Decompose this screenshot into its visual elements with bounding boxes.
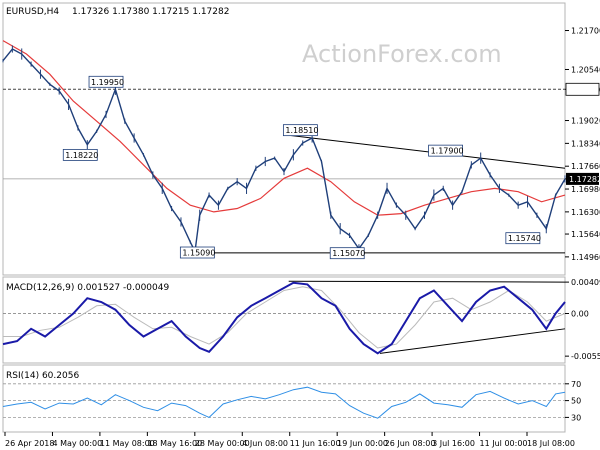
price-trendline [288, 134, 566, 169]
moving-average-line [2, 40, 566, 216]
price-annotation-box [329, 247, 365, 260]
price-annotation-box [88, 75, 124, 88]
rsi-y-tick-label: 30 [571, 413, 581, 422]
x-tick-label: 4 May 00:00 [52, 439, 102, 448]
resistance-level-marker [565, 82, 600, 96]
price-y-tick-label: 1.14960 [571, 253, 600, 262]
price-annotation-box [505, 232, 541, 245]
macd-y-tick-label: -0.005566 [571, 352, 600, 361]
chart-header-symbol: EURUSD,H4 [6, 7, 59, 17]
price-annotation-box [282, 124, 318, 137]
rsi-label: RSI(14) 60.2056 [6, 371, 79, 381]
macd-signal-line [3, 286, 566, 349]
x-tick-label: 18 Jul 08:00 [527, 439, 575, 448]
x-tick-label: 11 Jul 00:00 [480, 439, 528, 448]
x-tick-label: 28 May 00:00 [195, 439, 250, 448]
rsi-pane: 70 50 30 [2, 380, 581, 422]
x-tick-label: 26 Apr 2018 [5, 439, 54, 448]
macd-line [2, 281, 566, 355]
rsi-y-tick-label: 70 [571, 380, 581, 389]
macd-pane: 0.004094 0.00 -0.005566 [2, 278, 600, 361]
x-tick-label: 11 Jun 16:00 [290, 439, 341, 448]
price-annotation-label: 1.15090 [182, 249, 215, 258]
price-y-tick-label: 1.21700 [571, 27, 600, 36]
rsi-line [2, 386, 566, 419]
price-line [2, 48, 566, 254]
x-tick-label: 26 Jun 08:00 [385, 439, 436, 448]
macd-label: MACD(12,26,9) 0.001527 -0.000049 [6, 283, 169, 293]
current-price-marker-label: 1.17282 [569, 175, 600, 184]
price-annotation-label: 1.17900 [431, 147, 464, 156]
price-y-tick-label: 1.17660 [571, 162, 600, 171]
price-y-tick-label: 1.19020 [571, 117, 600, 126]
price-y-tick-label: 1.18340 [571, 139, 600, 148]
x-tick-label: 18 May 16:00 [147, 439, 202, 448]
price-annotation-label: 1.15740 [508, 234, 541, 243]
macd-pane-border [2, 276, 566, 364]
price-pane: 1.19950 1.18220 1.18510 1.15090 1.15070 1.179… [2, 27, 600, 262]
x-tick-label: 11 May 08:00 [100, 439, 155, 448]
rsi-pane-border [2, 364, 566, 433]
price-y-tick-label: 1.20540 [571, 65, 600, 74]
price-annotation-box [428, 144, 463, 157]
price-annotation-label: 1.18220 [65, 151, 98, 160]
price-pane-border [2, 2, 566, 276]
rsi-y-tick-label: 50 [571, 397, 581, 406]
macd-trendline [288, 280, 566, 283]
price-annotation-box [179, 246, 215, 259]
price-y-tick-label: 1.15640 [571, 230, 600, 239]
price-annotation-label: 1.18510 [285, 126, 318, 135]
macd-y-tick-label: 0.004094 [571, 278, 600, 287]
x-tick-label: 3 Jul 16:00 [432, 439, 475, 448]
price-y-tick-label: 1.16980 [571, 185, 600, 194]
price-y-tick-label: 1.16300 [571, 208, 600, 217]
current-price-marker [566, 172, 599, 185]
x-tick-label: 4 Jun 08:00 [242, 439, 288, 448]
chart-header-ohlc: 1.17326 1.17380 1.17215 1.17282 [72, 7, 229, 17]
price-annotation-box [62, 148, 98, 161]
x-tick-label: 19 Jun 00:00 [337, 439, 388, 448]
price-annotation-label: 1.19950 [91, 78, 124, 87]
macd-y-tick-label: 0.00 [571, 309, 589, 318]
price-annotation-label: 1.15070 [332, 249, 365, 258]
watermark: ActionForex.com [302, 40, 502, 68]
macd-trendline [379, 328, 566, 354]
